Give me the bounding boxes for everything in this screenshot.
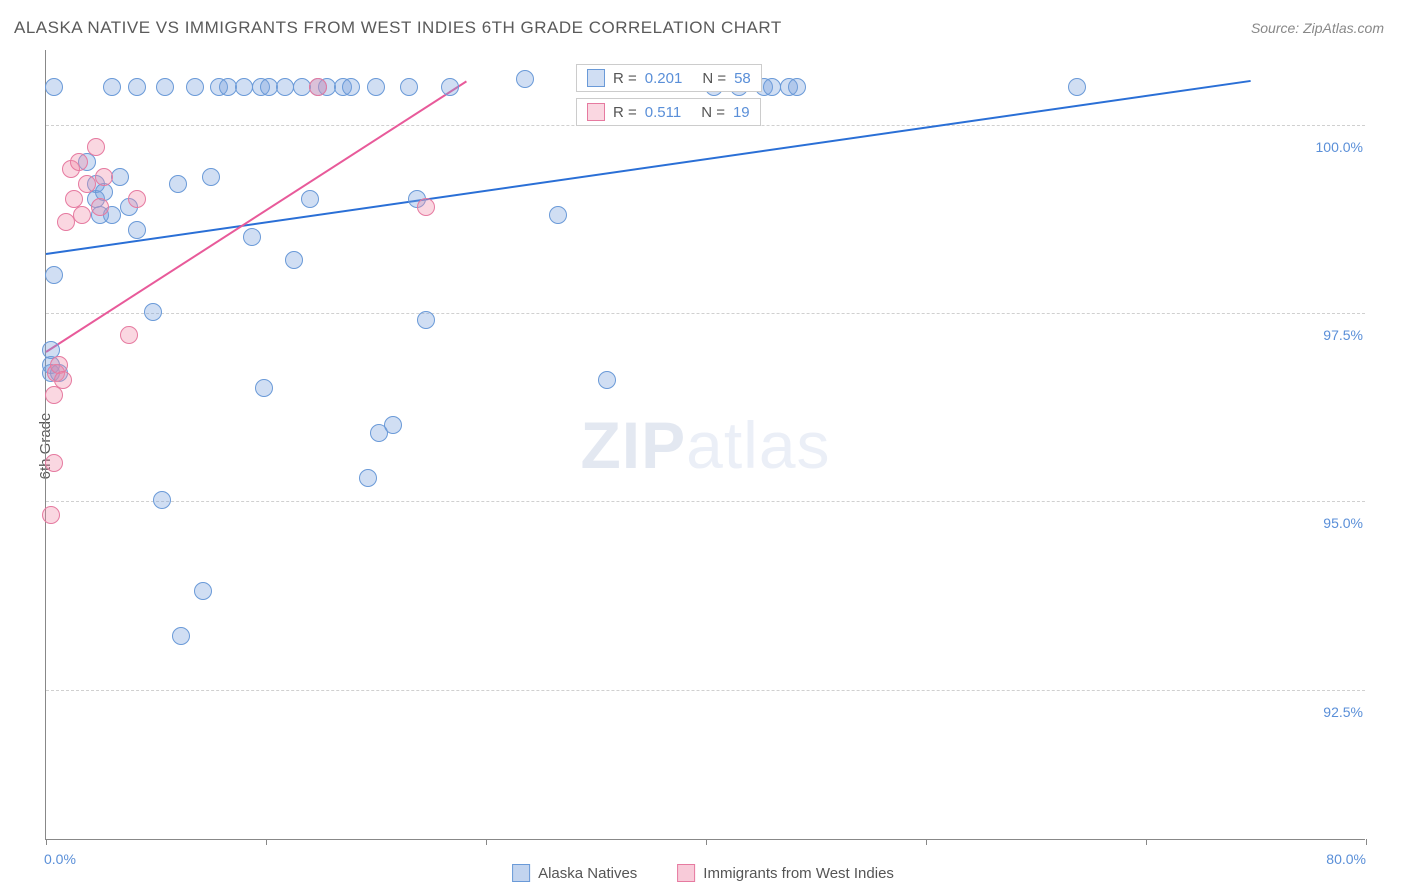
data-point [120,326,138,344]
x-tick [486,839,487,845]
chart-plot-area: ZIPatlas 92.5%95.0%97.5%100.0%0.0%80.0%R… [45,50,1365,840]
data-point [128,78,146,96]
n-value: 58 [734,70,751,87]
data-point [91,198,109,216]
legend-label: Immigrants from West Indies [703,865,894,882]
data-point [45,78,63,96]
legend-swatch [587,103,605,121]
correlation-info-box: R = 0.201 N = 58 [576,64,762,92]
x-tick [46,839,47,845]
n-value: 19 [733,104,750,121]
legend-swatch [587,69,605,87]
y-tick-label: 97.5% [1319,327,1367,343]
data-point [54,371,72,389]
data-point [359,469,377,487]
data-point [235,78,253,96]
r-value: 0.201 [645,70,683,87]
data-point [417,311,435,329]
data-point [194,582,212,600]
legend-item: Alaska Natives [512,864,637,882]
data-point [45,454,63,472]
r-label: R = [613,104,637,121]
data-point [598,371,616,389]
x-tick [706,839,707,845]
data-point [45,266,63,284]
x-tick-label: 0.0% [44,851,76,867]
legend-swatch [512,864,530,882]
data-point [73,206,91,224]
x-tick [1146,839,1147,845]
x-tick [926,839,927,845]
chart-source: Source: ZipAtlas.com [1251,20,1384,36]
data-point [156,78,174,96]
gridline [46,501,1365,502]
data-point [172,627,190,645]
data-point [384,416,402,434]
data-point [285,251,303,269]
data-point [367,78,385,96]
data-point [153,491,171,509]
chart-title: ALASKA NATIVE VS IMMIGRANTS FROM WEST IN… [14,18,782,38]
legend-label: Alaska Natives [538,865,637,882]
r-value: 0.511 [645,104,681,121]
x-tick-label: 80.0% [1326,851,1366,867]
correlation-info-box: R = 0.511 N = 19 [576,98,761,126]
data-point [87,138,105,156]
data-point [95,168,113,186]
n-label: N = [701,104,725,121]
watermark-bold: ZIP [580,408,686,482]
data-point [169,175,187,193]
data-point [400,78,418,96]
data-point [128,190,146,208]
data-point [103,78,121,96]
data-point [260,78,278,96]
x-tick [266,839,267,845]
data-point [417,198,435,216]
legend-item: Immigrants from West Indies [677,864,894,882]
watermark: ZIPatlas [580,407,830,483]
data-point [276,78,294,96]
chart-legend: Alaska Natives Immigrants from West Indie… [512,864,894,882]
data-point [186,78,204,96]
data-point [309,78,327,96]
data-point [202,168,220,186]
n-label: N = [702,70,726,87]
data-point [219,78,237,96]
y-tick-label: 100.0% [1312,139,1367,155]
data-point [549,206,567,224]
data-point [1068,78,1086,96]
r-label: R = [613,70,637,87]
y-tick-label: 95.0% [1319,515,1367,531]
data-point [78,175,96,193]
data-point [255,379,273,397]
data-point [342,78,360,96]
data-point [788,78,806,96]
data-point [293,78,311,96]
data-point [128,221,146,239]
data-point [111,168,129,186]
data-point [441,78,459,96]
data-point [42,506,60,524]
y-tick-label: 92.5% [1319,704,1367,720]
data-point [763,78,781,96]
watermark-light: atlas [686,408,830,482]
data-point [243,228,261,246]
data-point [516,70,534,88]
legend-swatch [677,864,695,882]
data-point [57,213,75,231]
data-point [301,190,319,208]
data-point [144,303,162,321]
gridline [46,313,1365,314]
x-tick [1366,839,1367,845]
gridline [46,690,1365,691]
data-point [70,153,88,171]
